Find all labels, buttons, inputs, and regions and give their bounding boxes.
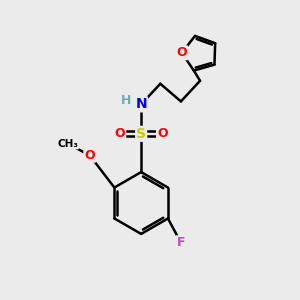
Text: CH₃: CH₃ bbox=[57, 139, 78, 148]
Text: N: N bbox=[135, 98, 147, 111]
Text: F: F bbox=[177, 236, 185, 249]
Text: S: S bbox=[136, 127, 146, 141]
Text: O: O bbox=[115, 127, 125, 140]
Text: H: H bbox=[121, 94, 132, 107]
Text: O: O bbox=[176, 46, 187, 59]
Text: O: O bbox=[84, 149, 95, 162]
Text: O: O bbox=[157, 127, 168, 140]
